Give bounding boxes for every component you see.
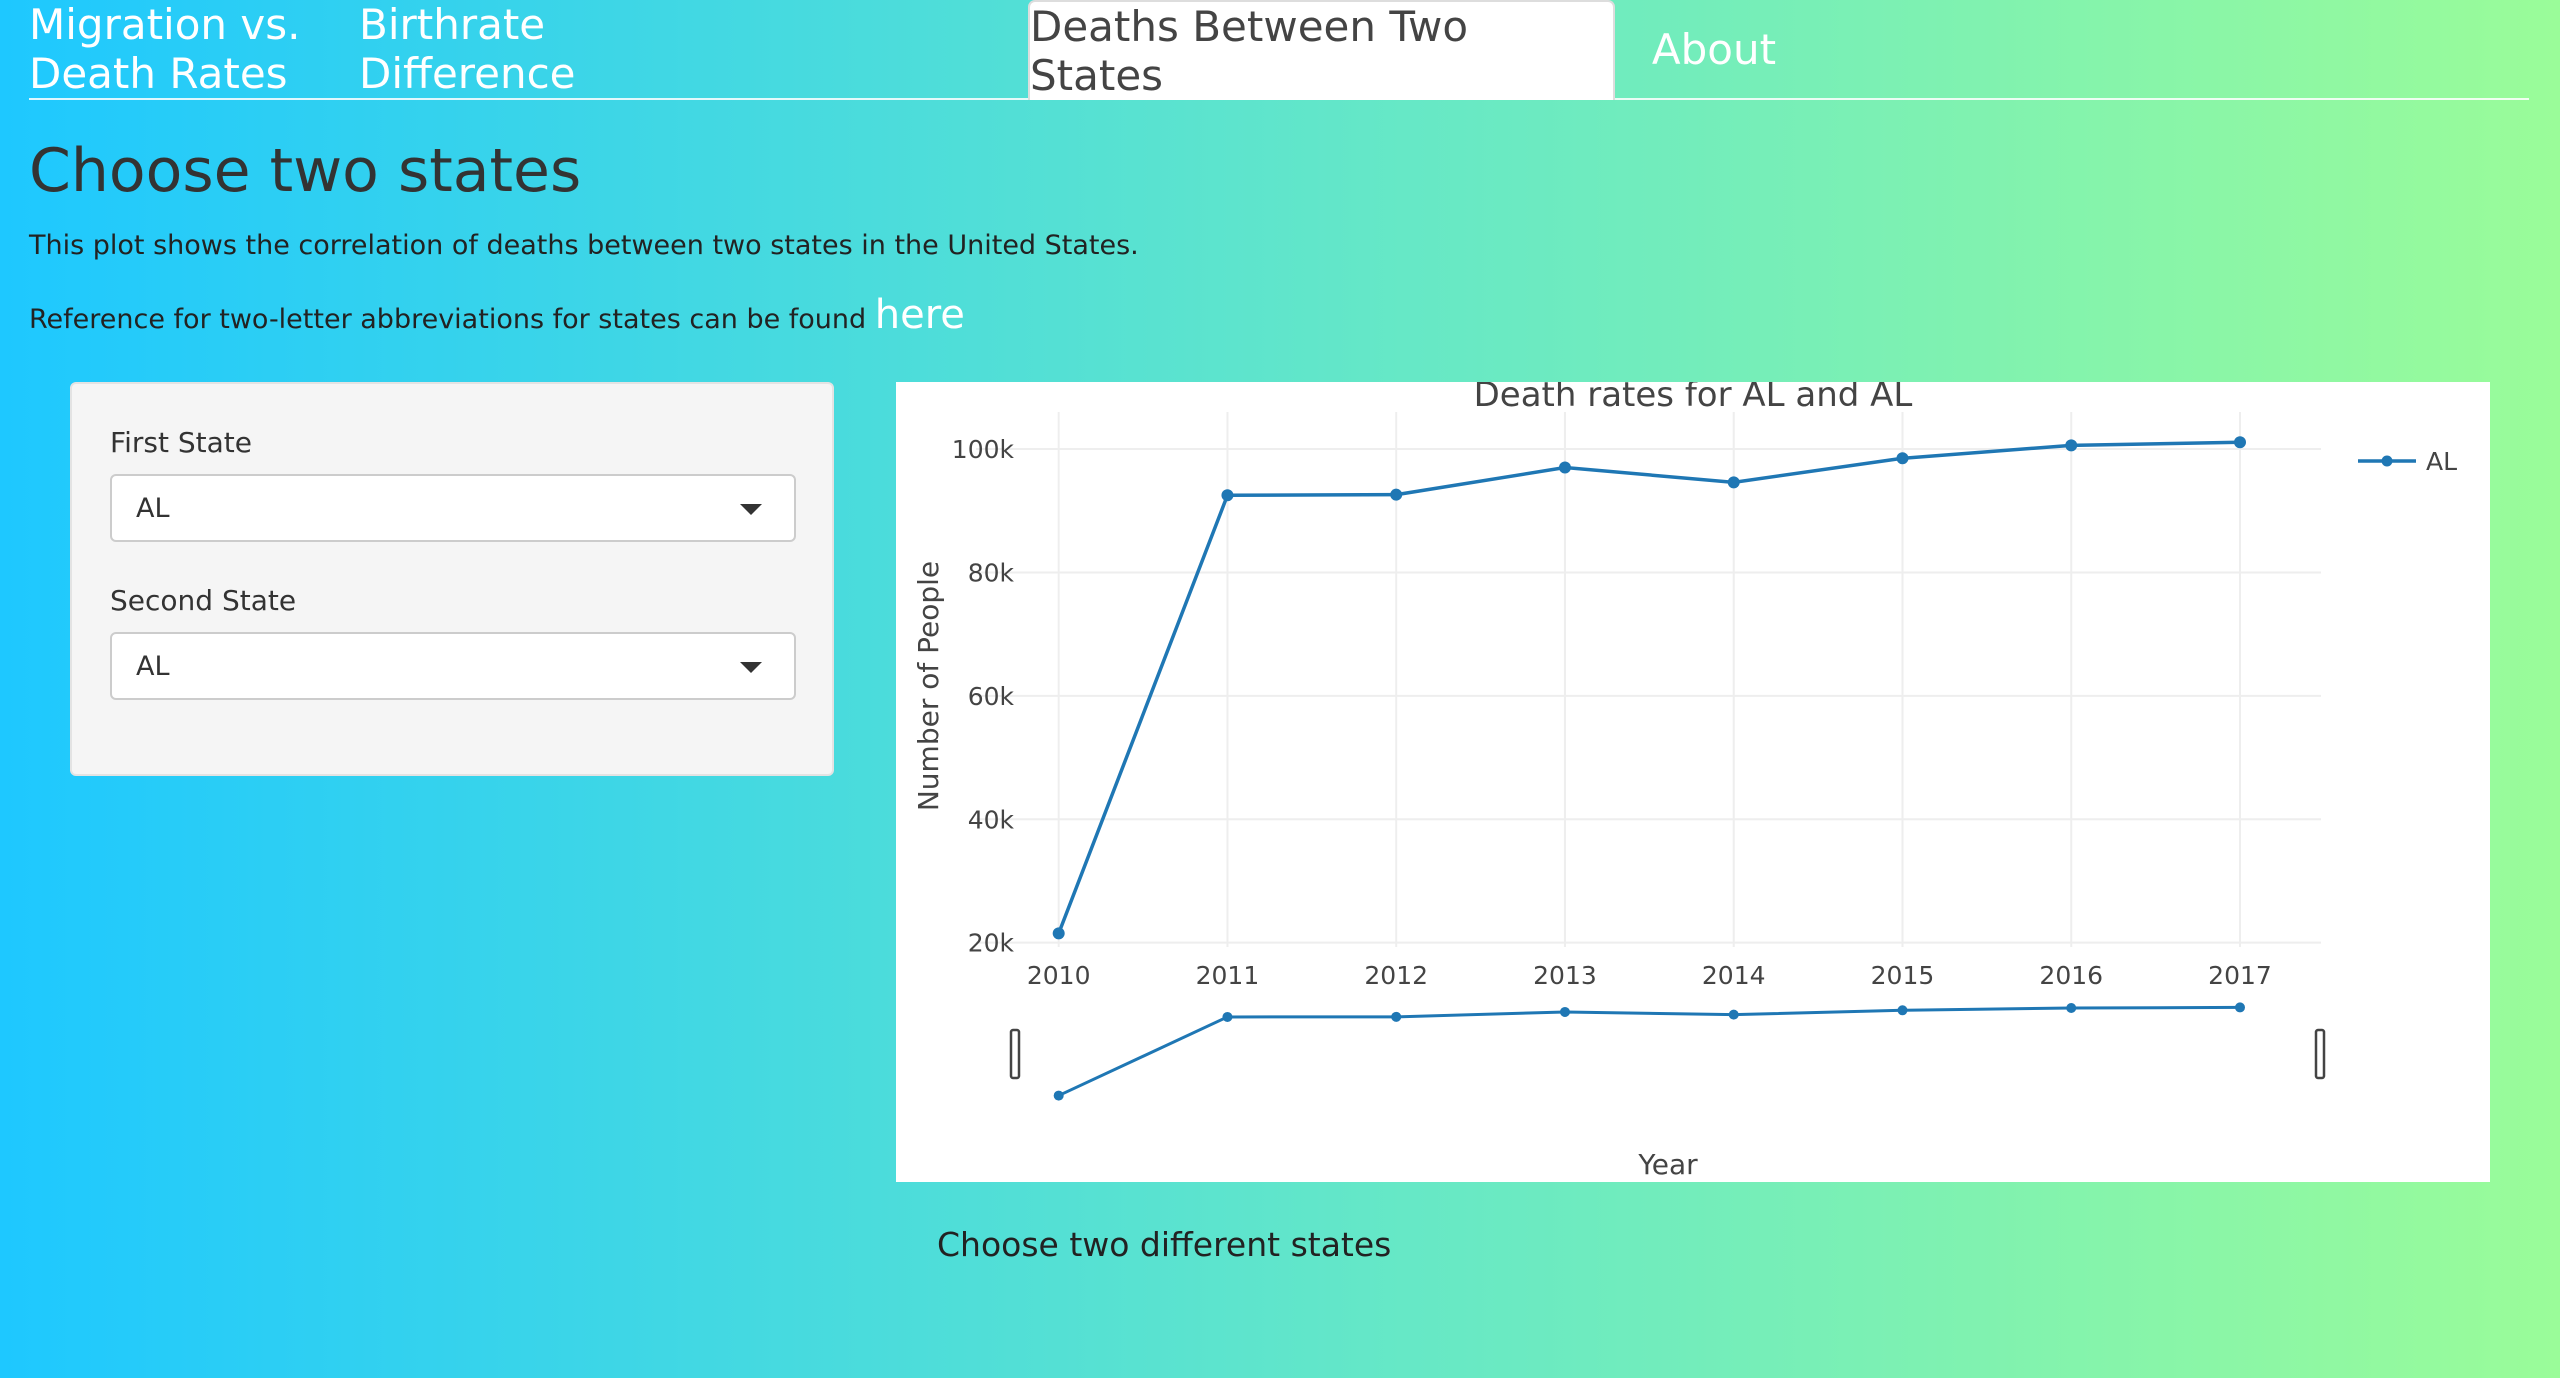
rangeslider-point (1559, 1006, 1570, 1017)
tab-migration-vs-death-rates[interactable]: Migration vs. Death Rates (29, 0, 301, 98)
series-line-main (1057, 440, 2241, 935)
data-point[interactable] (2065, 439, 2078, 452)
page-description: This plot shows the correlation of death… (29, 230, 1139, 261)
x-tick-label: 2011 (1196, 961, 1260, 990)
chevron-down-icon (740, 504, 762, 515)
chart-svg: 2010 2011 2012 2013 2014 2015 2016 2017 20k 40k 60… (912, 382, 2457, 1181)
x-axis-title: Year (1637, 1148, 1698, 1181)
x-tick-label: 2015 (1871, 961, 1935, 990)
y-tick-label: 20k (968, 929, 1015, 958)
nav-tabs: Migration vs. Death Rates Birthrate Diff… (29, 0, 2529, 100)
first-state-select[interactable]: AL (110, 474, 796, 542)
tab-about[interactable]: About (1651, 24, 1777, 74)
second-state-label: Second State (110, 584, 297, 617)
rangeslider-point (1897, 1005, 1908, 1016)
rangeslider-right-handle[interactable] (2314, 1028, 2326, 1080)
legend-label: AL (2426, 447, 2457, 476)
x-tick-label: 2010 (1027, 961, 1091, 990)
y-axis-title: Number of People (912, 561, 945, 811)
data-point[interactable] (1052, 927, 1065, 940)
x-tick-label: 2014 (1702, 961, 1766, 990)
rangeslider-point (1222, 1011, 1233, 1022)
second-state-value: AL (136, 650, 170, 682)
grid-lines (976, 412, 2321, 947)
reference-link[interactable]: here (874, 292, 965, 338)
rangeslider-points (1053, 1002, 2245, 1101)
x-tick-label: 2017 (2208, 961, 2272, 990)
rangeslider-left-handle[interactable] (1009, 1028, 1021, 1080)
rangeslider-point (1391, 1011, 1402, 1022)
rangeslider-line (1058, 1005, 2241, 1097)
tab-birthrate-difference[interactable]: Birthrate Difference (359, 0, 576, 98)
x-tick-label: 2013 (1533, 961, 1597, 990)
first-state-label: First State (110, 426, 252, 459)
data-point[interactable] (1896, 452, 1909, 465)
chevron-down-icon (740, 662, 762, 673)
data-point[interactable] (1727, 476, 1740, 489)
y-tick-label: 60k (968, 682, 1015, 711)
status-message: Choose two different states (937, 1225, 1392, 1264)
data-point[interactable] (1221, 489, 1234, 502)
legend-marker-icon (2381, 455, 2393, 467)
y-tick-label: 80k (968, 558, 1015, 587)
data-point[interactable] (1558, 461, 1571, 474)
tab-deaths-between-two-states[interactable]: Deaths Between Two States (1028, 0, 1615, 100)
rangeslider-point (1053, 1090, 1064, 1101)
series-points-main (1052, 436, 2246, 940)
death-rates-plot[interactable]: 2010 2011 2012 2013 2014 2015 2016 2017 20k 40k 60… (896, 382, 2490, 1182)
tick-labels: 2010 2011 2012 2013 2014 2015 2016 2017 20k 40k 60… (952, 435, 2272, 990)
y-tick-label: 40k (968, 805, 1015, 834)
x-tick-label: 2012 (1364, 961, 1428, 990)
x-tick-label: 2016 (2039, 961, 2103, 990)
legend[interactable]: AL (2358, 447, 2457, 476)
rangeslider-point (2066, 1002, 2077, 1013)
rangeslider-point (2234, 1002, 2245, 1013)
page-title: Choose two states (29, 136, 582, 206)
state-selection-panel: First State AL Second State AL (70, 382, 834, 776)
data-point[interactable] (1390, 488, 1403, 501)
reference-text: Reference for two-letter abbreviations f… (29, 304, 867, 335)
data-point[interactable] (2233, 436, 2246, 449)
second-state-select[interactable]: AL (110, 632, 796, 700)
rangeslider-point (1728, 1009, 1739, 1020)
first-state-value: AL (136, 492, 170, 524)
chart-title: Death rates for AL and AL (1474, 382, 1913, 415)
y-tick-label: 100k (952, 435, 1015, 464)
reference-line: Reference for two-letter abbreviations f… (29, 292, 965, 338)
